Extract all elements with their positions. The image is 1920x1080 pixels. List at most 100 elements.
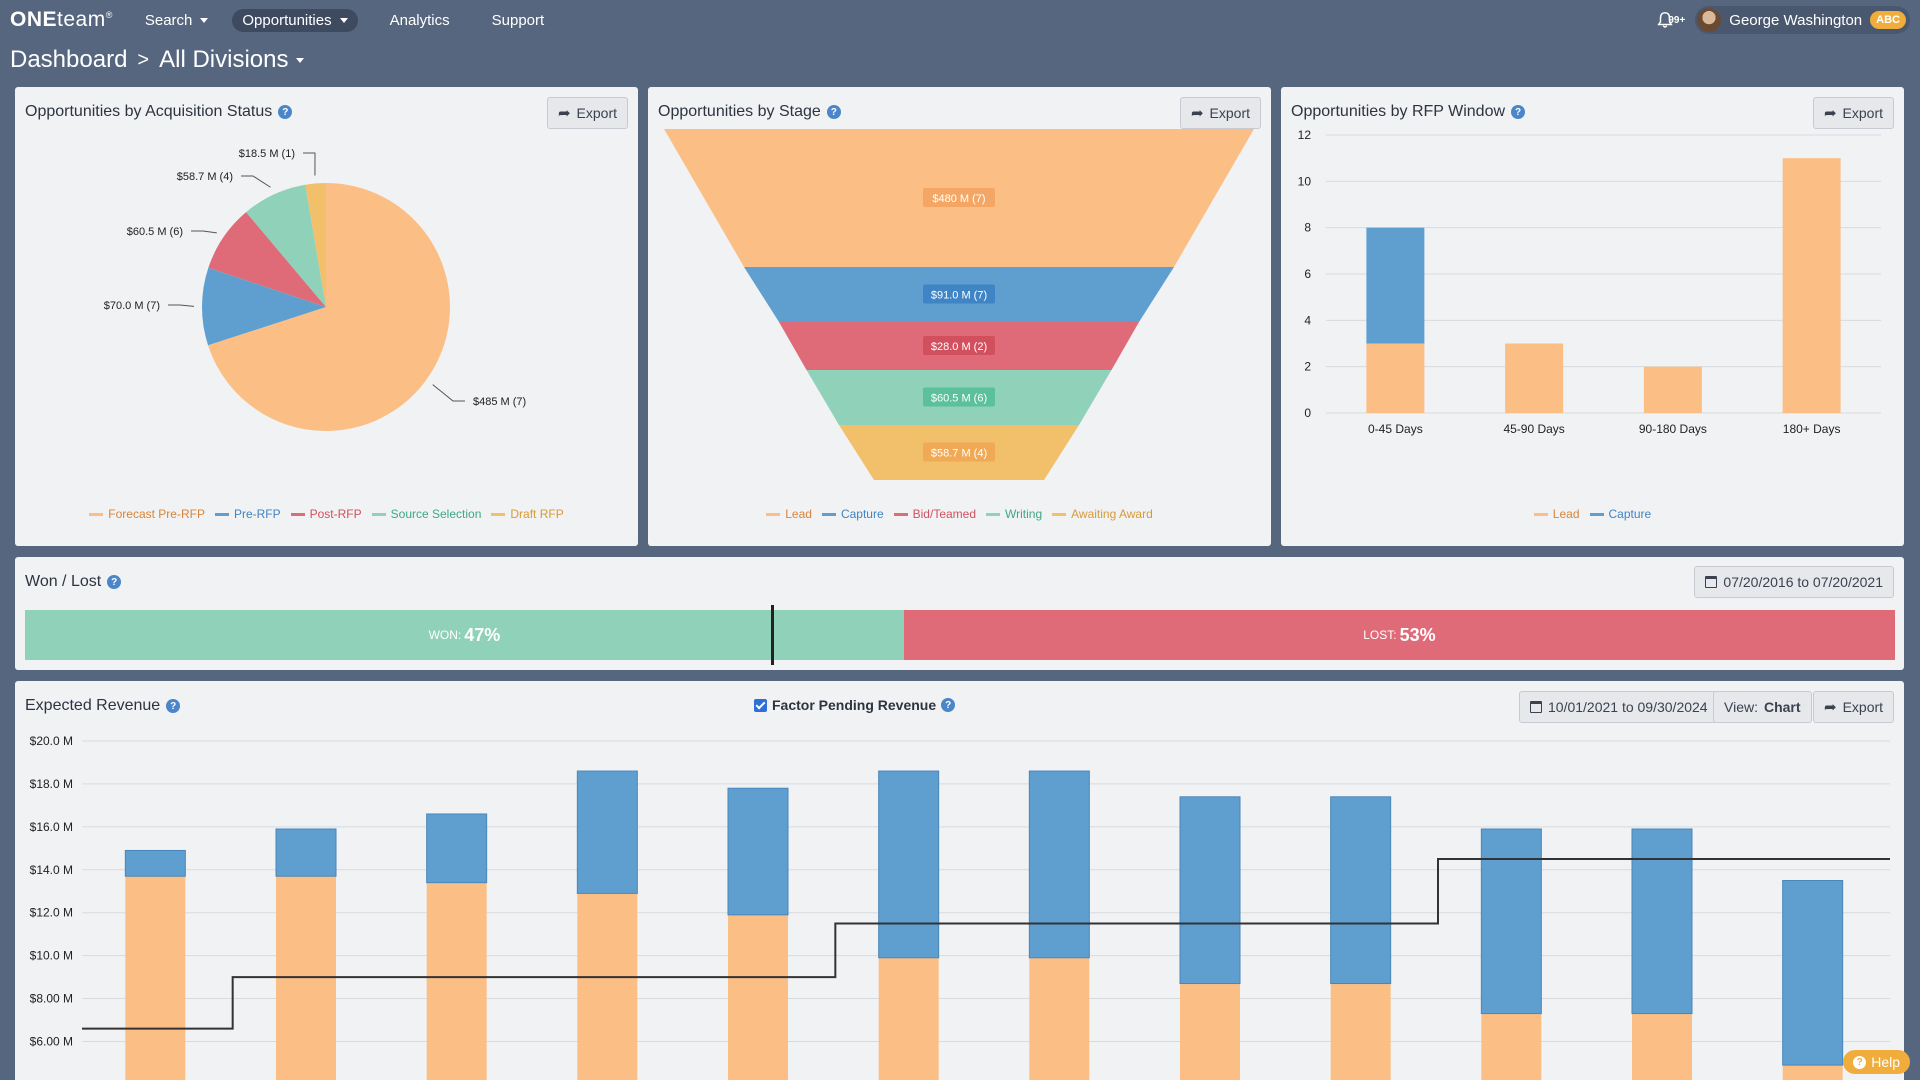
date-range-button[interactable]: 07/20/2016 to 07/20/2021	[1694, 566, 1894, 598]
brand-logo[interactable]: ONEteam®	[10, 8, 113, 31]
revenue-bar[interactable]	[426, 813, 488, 884]
revenue-bar[interactable]	[1029, 957, 1090, 1080]
user-menu[interactable]: George Washington ABC	[1695, 6, 1910, 34]
legend-label: Source Selection	[390, 507, 482, 521]
help-icon[interactable]: ?	[107, 575, 122, 589]
legend-item[interactable]: Awaiting Award	[1052, 507, 1153, 521]
nav-analytics[interactable]: Analytics	[389, 11, 450, 29]
share-icon: ➦	[1190, 105, 1204, 122]
factor-pending-toggle[interactable]: Factor Pending Revenue ?	[754, 697, 956, 713]
legend-item[interactable]: Capture	[1589, 507, 1651, 521]
pie-slice[interactable]	[208, 212, 326, 307]
won-segment[interactable]: WON: 47%	[25, 610, 904, 660]
help-icon[interactable]: ?	[278, 105, 293, 119]
nav-support[interactable]: Support	[491, 11, 545, 29]
revenue-bar[interactable]	[1330, 796, 1392, 985]
legend-label: Capture	[840, 507, 884, 521]
revenue-bar[interactable]	[1330, 983, 1391, 1080]
rfp-window-panel: Opportunities by RFP Window? ➦ Export 0 2 4…	[1281, 87, 1904, 546]
help-icon[interactable]: ?	[1511, 105, 1526, 119]
pie-slice-label: $70.0 M (7)	[104, 300, 160, 312]
help-button[interactable]: ? Help	[1843, 1050, 1910, 1074]
export-button[interactable]: ➦ Export	[1813, 691, 1895, 723]
legend-item[interactable]: Lead	[766, 507, 812, 521]
pie-label-leader	[168, 304, 195, 307]
bar[interactable]	[1782, 158, 1841, 413]
date-range-button[interactable]: 10/01/2021 to 09/30/2024	[1519, 691, 1719, 723]
legend-item[interactable]: Forecast Pre-RFP	[89, 507, 205, 521]
revenue-bar[interactable]	[275, 828, 337, 877]
breadcrumb-dashboard[interactable]: Dashboard	[10, 46, 128, 73]
export-button[interactable]: ➦ Export	[546, 97, 628, 129]
revenue-bar[interactable]	[1782, 880, 1844, 1066]
revenue-bar[interactable]	[1632, 1013, 1692, 1080]
funnel-stage-label: $58.7 M (4)	[931, 448, 987, 460]
pie-label-leader	[303, 152, 316, 176]
bar[interactable]	[1366, 343, 1425, 414]
revenue-bar[interactable]	[426, 882, 487, 1080]
nav-opportunities[interactable]: Opportunities	[232, 8, 358, 32]
legend-item[interactable]: Draft RFP	[491, 507, 564, 521]
bell-icon	[1657, 12, 1673, 28]
factor-pending-checkbox[interactable]	[754, 698, 767, 712]
funnel-stage-label: $60.5 M (6)	[931, 393, 987, 405]
help-icon[interactable]: ?	[166, 699, 181, 713]
export-button[interactable]: ➦ Export	[1812, 97, 1894, 129]
breadcrumb: Dashboard > All Divisions	[10, 46, 305, 74]
revenue-bar[interactable]	[727, 787, 789, 916]
export-button[interactable]: ➦ Export	[1179, 97, 1261, 129]
legend-item[interactable]: Capture	[821, 507, 884, 521]
pie-slice-label: $485 M (7)	[473, 396, 526, 408]
share-icon: ➦	[1823, 105, 1837, 122]
revenue-bar[interactable]	[878, 957, 939, 1080]
pie-slice[interactable]	[305, 183, 326, 307]
legend-item[interactable]: Post-RFP	[290, 507, 362, 521]
revenue-bar[interactable]	[1480, 828, 1542, 1015]
revenue-bar[interactable]	[1631, 828, 1693, 1015]
revenue-bar[interactable]	[124, 849, 186, 877]
revenue-bar[interactable]	[1179, 796, 1241, 985]
funnel-stage-label: $91.0 M (7)	[931, 290, 987, 302]
chevron-down-icon	[200, 17, 209, 23]
chevron-down-icon	[339, 17, 348, 23]
legend-item[interactable]: Bid/Teamed	[893, 507, 976, 521]
x-tick-label: 0-45 Days	[1368, 422, 1423, 436]
bar[interactable]	[1366, 227, 1425, 344]
legend-item[interactable]: Source Selection	[371, 507, 482, 521]
nav-search[interactable]: Search	[135, 9, 219, 32]
legend-item[interactable]: Lead	[1533, 507, 1580, 521]
help-icon[interactable]: ?	[941, 698, 956, 712]
bar[interactable]	[1643, 366, 1702, 413]
revenue-bar[interactable]	[576, 770, 638, 894]
notifications-button[interactable]: 99+	[1656, 11, 1685, 29]
revenue-bar[interactable]	[276, 876, 336, 1080]
legend-swatch	[1052, 512, 1067, 516]
legend-label: Writing	[1005, 507, 1043, 521]
revenue-bar[interactable]	[577, 893, 638, 1080]
pie-slice[interactable]	[208, 183, 450, 431]
pie-label-leader	[432, 384, 465, 402]
funnel-label-badge	[923, 336, 995, 355]
funnel-label-badge	[923, 387, 995, 407]
bar[interactable]	[1505, 343, 1564, 414]
legend-item[interactable]: Writing	[986, 507, 1042, 521]
revenue-bar[interactable]	[1180, 983, 1240, 1080]
revenue-bar[interactable]	[1028, 770, 1090, 959]
chevron-down-icon	[296, 57, 305, 63]
revenue-bar[interactable]	[1481, 1013, 1542, 1080]
revenue-bar[interactable]	[1782, 1065, 1843, 1080]
legend-label: Pre-RFP	[233, 507, 281, 521]
pie-slice[interactable]	[246, 184, 326, 307]
revenue-bar[interactable]	[125, 876, 186, 1080]
pie-slice[interactable]	[201, 267, 326, 346]
funnel-stage-label: $28.0 M (2)	[931, 341, 987, 353]
y-tick-label: $12.0 M	[30, 906, 73, 920]
top-navigation: ONEteam® Search Opportunities Analytics …	[0, 0, 1920, 40]
revenue-bar[interactable]	[728, 914, 788, 1080]
revenue-bar[interactable]	[878, 770, 940, 959]
help-icon[interactable]: ?	[826, 105, 841, 119]
legend-item[interactable]: Pre-RFP	[214, 507, 281, 521]
lost-segment[interactable]: LOST: 53%	[903, 610, 1895, 660]
breadcrumb-division-select[interactable]: All Divisions	[159, 46, 305, 74]
view-toggle-button[interactable]: View: Chart	[1713, 691, 1812, 723]
